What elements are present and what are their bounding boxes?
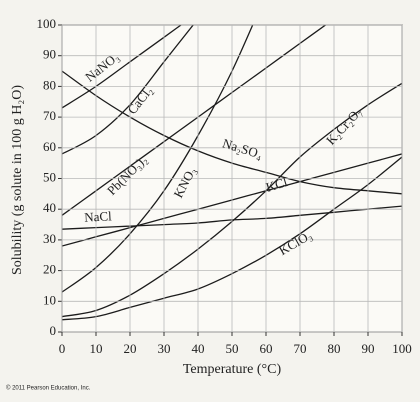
x-tick-label: 30 bbox=[158, 341, 171, 356]
y-tick-label: 100 bbox=[37, 16, 57, 31]
series-label: KCl bbox=[264, 174, 289, 195]
x-tick-label: 80 bbox=[328, 341, 341, 356]
y-tick-label: 80 bbox=[43, 77, 56, 92]
x-tick-label: 50 bbox=[226, 341, 239, 356]
footer: © 2011 Pearson Education, Inc. bbox=[6, 385, 91, 392]
y-tick-label: 30 bbox=[43, 231, 56, 246]
series-label: NaCl bbox=[84, 208, 113, 224]
y-axis-label: Solubility (g solute in 100 g H₂O) bbox=[10, 85, 25, 275]
x-tick-label: 20 bbox=[124, 341, 137, 356]
y-tick-label: 70 bbox=[43, 108, 56, 123]
x-axis-label: Temperature (°C) bbox=[183, 362, 282, 377]
y-tick-label: 40 bbox=[43, 200, 56, 215]
x-tick-label: 90 bbox=[362, 341, 375, 356]
x-tick-label: 10 bbox=[90, 341, 103, 356]
x-tick-label: 100 bbox=[392, 341, 412, 356]
x-tick-label: 40 bbox=[192, 341, 205, 356]
y-tick-label: 0 bbox=[50, 323, 57, 338]
y-tick-label: 50 bbox=[43, 169, 56, 184]
y-tick-label: 90 bbox=[43, 47, 56, 62]
y-tick-label: 10 bbox=[43, 292, 56, 307]
y-tick-label: 20 bbox=[43, 262, 56, 277]
y-tick-label: 60 bbox=[43, 139, 56, 154]
x-tick-label: 70 bbox=[294, 341, 307, 356]
x-tick-label: 0 bbox=[59, 341, 66, 356]
x-tick-label: 60 bbox=[260, 341, 273, 356]
